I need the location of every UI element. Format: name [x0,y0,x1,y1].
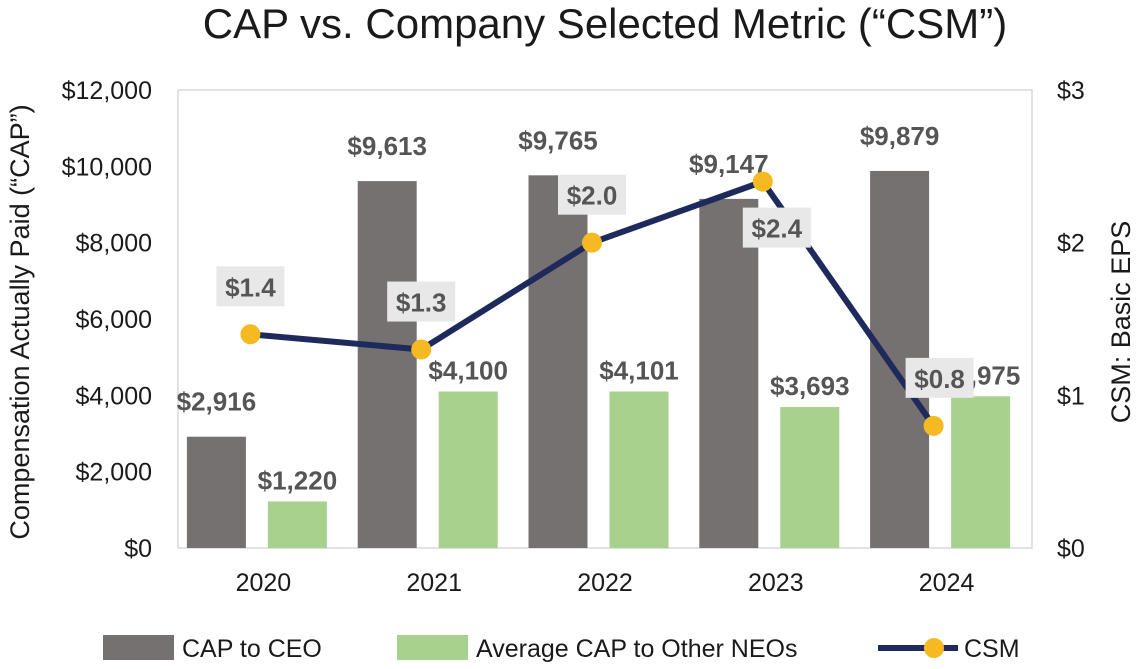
y-tick-label: $8,000 [76,230,152,258]
x-tick-label: 2023 [748,569,804,597]
bar-label-avg-cap-neo: $4,100 [428,356,508,386]
bar-avg-cap-neo [438,391,498,548]
y-tick-label: $6,000 [76,306,152,334]
y2-axis-label: CSM: Basic EPS [1106,221,1136,424]
bar-avg-cap-neo [780,407,840,548]
bar-cap-ceo [699,198,759,548]
y2-tick-label: $0 [1057,535,1085,563]
x-tick-label: 2020 [236,569,292,597]
bar-label-avg-cap-neo: $1,220 [258,465,338,495]
csm-point [582,232,602,253]
csm-label-box [387,281,456,322]
bars-group [186,170,1011,549]
csm-line-group: $1.4 $1.3 $2.0 $2.4 $0.8 [216,171,974,436]
csm-data-label: $2.4 [751,214,802,244]
right-axis-ticks: $0 $1 $2 $3 [1057,77,1085,563]
y-axis-label: Compensation Actually Paid (“CAP”) [5,104,35,539]
legend-label-csm: CSM [964,635,1020,663]
y2-tick-label: $2 [1057,230,1085,258]
bar-label-cap-ceo: $9,613 [347,131,427,161]
y-tick-label: $2,000 [76,459,152,487]
csm-data-label: $1.4 [225,272,276,302]
bar-label-cap-ceo: $2,916 [177,387,257,417]
x-axis-ticks: 2020 2021 2022 2023 2024 [236,569,975,597]
csm-data-label: $0.8 [914,364,965,394]
legend-swatch-avg-cap-neo [397,635,468,660]
bar-label-cap-ceo: $9,879 [860,121,940,151]
x-tick-label: 2024 [919,569,975,597]
x-tick-label: 2022 [577,569,633,597]
y-tick-label: $4,000 [76,382,152,410]
bar-label-avg-cap-neo: $4,101 [599,355,679,385]
x-tick-label: 2021 [406,569,462,597]
csm-point [752,171,773,192]
csm-point [240,324,261,345]
csm-point [411,339,432,360]
legend: CAP to CEO Average CAP to Other NEOs CSM [103,635,1020,663]
csm-data-label: $1.3 [396,288,447,318]
bar-cap-ceo [528,175,588,549]
y-tick-label: $12,000 [62,77,152,105]
left-axis-ticks: $0 $2,000 $4,000 $6,000 $8,000 $10,000 $12,000 [62,77,152,563]
bar-label-cap-ceo: $9,765 [518,125,598,155]
bar-label-avg-cap-neo: $3,693 [770,371,850,401]
bar-avg-cap-neo [951,396,1011,548]
bar-cap-ceo [357,181,417,549]
y-tick-label: $0 [124,535,152,563]
y2-tick-label: $3 [1057,77,1085,105]
legend-swatch-cap-ceo [103,635,174,660]
csm-point [923,415,944,436]
bar-avg-cap-neo [609,391,669,548]
bar-cap-ceo [186,436,246,548]
csm-label-box [558,174,626,215]
csm-label-box [216,266,285,307]
csm-label-box [742,207,811,248]
csm-label-box [905,357,974,398]
legend-label-cap-ceo: CAP to CEO [182,635,322,663]
legend-marker-csm [924,638,944,658]
bar-avg-cap-neo [267,501,327,548]
chart-title: CAP vs. Company Selected Metric (“CSM”) [203,0,1007,47]
bar-label-cap-ceo: $9,147 [689,149,769,179]
csm-data-label: $2.0 [567,181,618,211]
bar-labels-group: $2,916 $1,220 $9,613 $4,100 $9,765 $4,101 $9,1… [177,121,1021,495]
legend-label-avg-cap-neo: Average CAP to Other NEOs [476,635,797,663]
y-tick-label: $10,000 [62,153,152,181]
y2-tick-label: $1 [1057,382,1085,410]
